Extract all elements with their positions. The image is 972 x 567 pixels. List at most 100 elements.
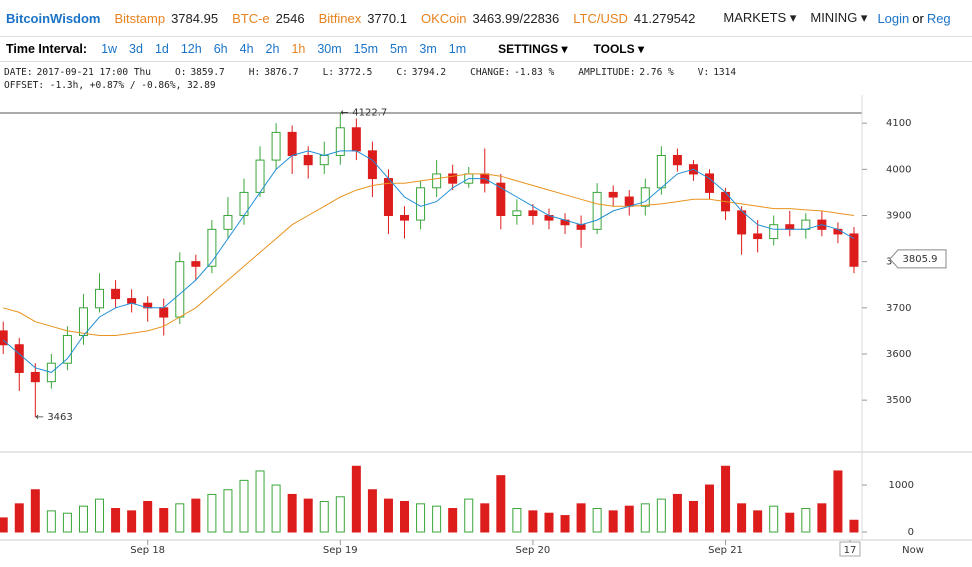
low-marker: 3463 — [47, 412, 72, 423]
arrow: ← — [35, 412, 43, 423]
x-tick-label: Sep 19 — [323, 545, 358, 556]
interval-button[interactable]: 5m — [390, 42, 408, 56]
volume-bar — [688, 500, 698, 533]
info-value: 3859.7 — [190, 67, 225, 78]
candle-body — [30, 371, 40, 383]
tools-menu[interactable]: TOOLS ▾ — [593, 42, 644, 56]
candle-body — [271, 131, 281, 161]
interval-button[interactable]: 3m — [419, 42, 437, 56]
interval-button[interactable]: 2h — [265, 42, 280, 56]
candle-body — [46, 362, 56, 383]
market-name[interactable]: Bitfinex — [318, 10, 362, 26]
info-value: 1314 — [713, 67, 737, 78]
volume-bar — [78, 505, 88, 533]
candle-body — [255, 159, 265, 193]
volume-bar — [95, 498, 105, 533]
volume-tick-label: 0 — [908, 527, 914, 538]
interval-button[interactable]: 1w — [101, 42, 118, 56]
info-label: C: — [396, 67, 408, 78]
volume-bar — [0, 517, 8, 533]
candle-body — [592, 191, 602, 230]
volume-bar — [576, 503, 586, 533]
candle-body — [0, 330, 8, 346]
volume-bar — [512, 508, 522, 533]
volume-bar — [480, 503, 490, 533]
candle-body — [159, 307, 169, 318]
login-link[interactable]: Login — [877, 10, 910, 26]
info-label: O: — [175, 67, 187, 78]
volume-bar — [191, 498, 201, 533]
y-tick-label: 3800 — [886, 257, 911, 268]
info-label: DATE: — [4, 67, 33, 78]
market-price: 2546 — [275, 10, 305, 26]
interval-button[interactable]: 1m — [448, 42, 467, 56]
volume-bar — [705, 484, 715, 533]
settings-menu[interactable]: SETTINGS ▾ — [498, 42, 568, 56]
info-item: AMPLITUDE: 2.76 % — [578, 67, 686, 78]
info-line: OFFSET: -1.3h, +0.87% / -0.86%, 32.89 — [4, 80, 216, 91]
volume-bar — [560, 515, 570, 533]
register-link[interactable]: Reg — [926, 10, 951, 26]
volume-bar — [351, 465, 361, 533]
volume-bar — [464, 498, 474, 533]
interval-button[interactable]: 1h — [291, 42, 306, 56]
volume-bar — [592, 508, 602, 533]
candle-body — [95, 288, 105, 309]
market-name[interactable]: LTC/USD — [573, 10, 628, 26]
market-name[interactable]: BTC-e — [232, 10, 270, 26]
info-item: L: 3772.5 — [323, 67, 385, 78]
interval-button[interactable]: 6h — [213, 42, 228, 56]
market-price: 3463.99/22836 — [472, 10, 560, 26]
candle-body — [849, 233, 859, 267]
candle-body — [448, 173, 458, 184]
volume-bar — [849, 519, 859, 533]
last-price: 3805.9 — [903, 254, 938, 265]
candle-body — [223, 214, 233, 230]
interval-button[interactable]: 4h — [239, 42, 254, 56]
candle-body — [432, 173, 442, 189]
market-name[interactable]: OKCoin — [420, 10, 467, 26]
y-tick-label: 3900 — [886, 210, 911, 221]
volume-bar — [127, 510, 137, 533]
moving-average — [2, 150, 855, 373]
candle-body — [400, 214, 410, 221]
interval-button[interactable]: 3d — [129, 42, 143, 56]
candle-body — [239, 191, 249, 216]
interval-button[interactable]: 15m — [353, 42, 378, 56]
interval-button[interactable]: 12h — [180, 42, 202, 56]
now-label: Now — [902, 545, 924, 556]
volume-bar — [207, 493, 217, 533]
candle-body — [62, 335, 72, 364]
candle-body — [801, 219, 811, 230]
info-label: V: — [697, 67, 710, 78]
candle-body — [640, 187, 650, 207]
moving-average — [3, 173, 855, 336]
menu-item[interactable]: MINING ▾ — [810, 10, 868, 25]
candle-body — [528, 210, 538, 216]
interval-button[interactable]: 30m — [317, 42, 342, 56]
volume-bar — [159, 508, 169, 533]
market-name[interactable]: Bitstamp — [114, 10, 166, 26]
x-tick-label: Sep 20 — [516, 545, 551, 556]
candle-body — [833, 228, 843, 235]
volume-bar — [223, 489, 233, 533]
candle-body — [416, 187, 426, 221]
brand[interactable]: BitcoinWisdom — [6, 10, 101, 26]
menu-item[interactable]: MARKETS ▾ — [723, 10, 797, 25]
volume-bar — [721, 465, 731, 533]
candle-body — [383, 178, 393, 216]
interval-button[interactable]: 1d — [154, 42, 169, 56]
volume-bar — [239, 479, 249, 533]
volume-bar — [14, 503, 24, 533]
volume-bar — [432, 505, 442, 533]
volume-bar — [416, 503, 426, 533]
candle-body — [576, 224, 586, 230]
volume-bar — [544, 512, 554, 533]
top-bar: BitcoinWisdom Bitstamp 3784.95 BTC-e 2546 Bit… — [0, 0, 972, 37]
volume-bar — [335, 496, 345, 533]
info-value: 3794.2 — [411, 67, 447, 78]
candle-body — [705, 173, 715, 193]
info-value: 3772.5 — [338, 67, 373, 78]
candle-body — [127, 298, 137, 304]
